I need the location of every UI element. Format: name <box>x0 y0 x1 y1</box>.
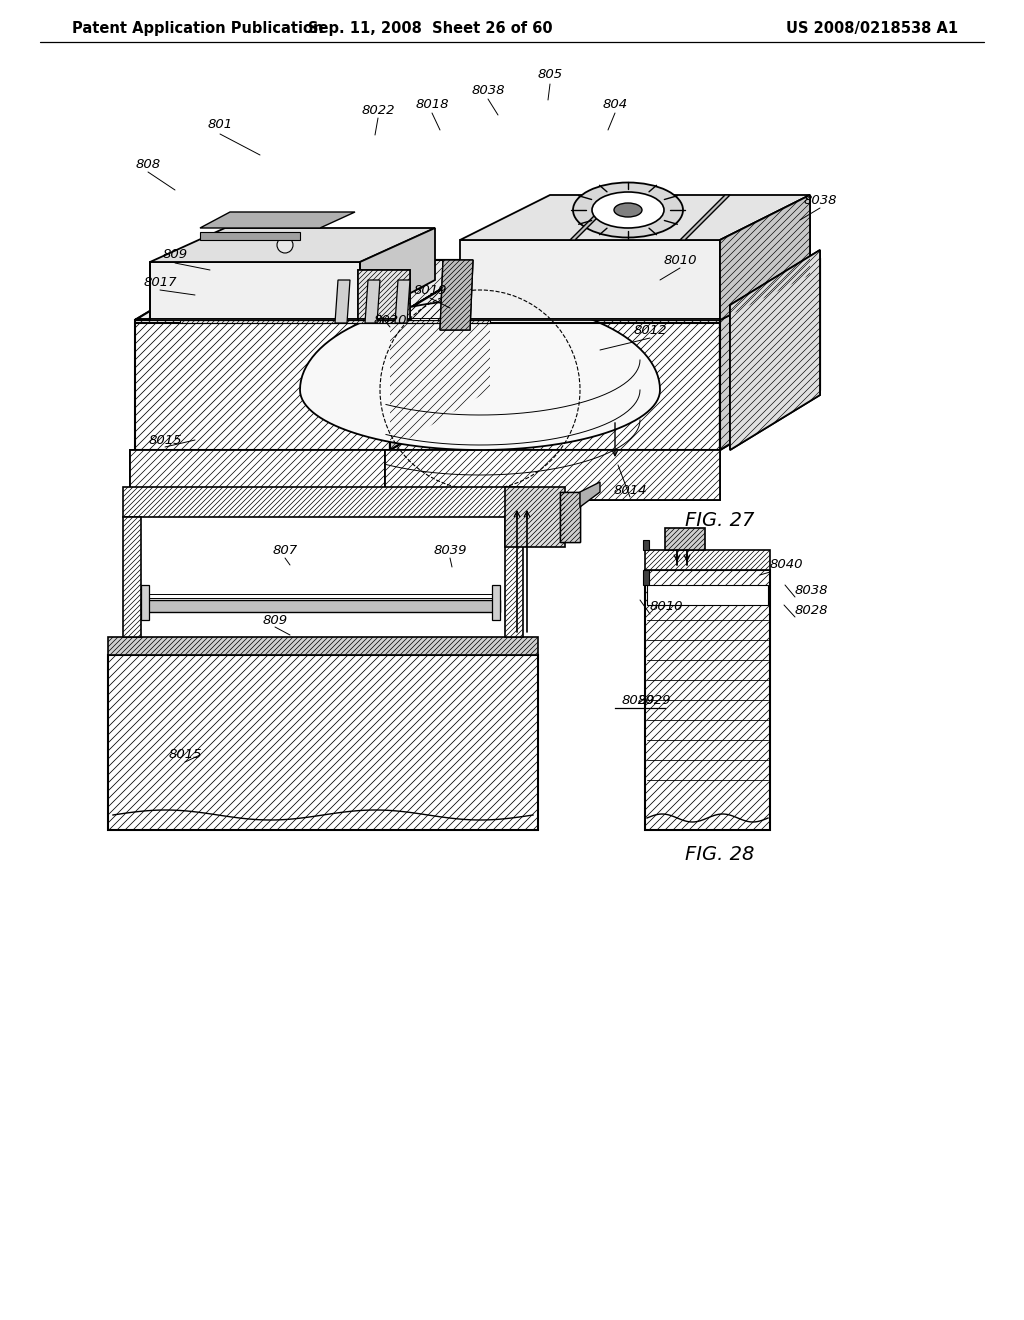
Bar <box>647 585 768 605</box>
Bar <box>643 570 649 585</box>
Text: 8010: 8010 <box>650 601 683 614</box>
PathPatch shape <box>665 528 705 550</box>
PathPatch shape <box>358 271 410 319</box>
Ellipse shape <box>614 203 642 216</box>
Polygon shape <box>335 280 350 323</box>
Polygon shape <box>730 249 820 450</box>
Polygon shape <box>395 280 410 323</box>
Text: Sep. 11, 2008  Sheet 26 of 60: Sep. 11, 2008 Sheet 26 of 60 <box>307 21 552 36</box>
Polygon shape <box>130 450 385 500</box>
Text: 8028: 8028 <box>795 603 828 616</box>
Bar <box>141 585 150 620</box>
Polygon shape <box>358 271 410 319</box>
Text: 8019: 8019 <box>414 284 446 297</box>
Polygon shape <box>460 195 810 240</box>
Text: 804: 804 <box>602 99 628 111</box>
PathPatch shape <box>123 517 141 638</box>
Text: FIG. 28: FIG. 28 <box>685 846 755 865</box>
Polygon shape <box>390 260 820 319</box>
PathPatch shape <box>720 195 810 319</box>
Text: 805: 805 <box>538 69 562 82</box>
Text: 8017: 8017 <box>143 276 177 289</box>
Text: 808: 808 <box>135 158 161 172</box>
Text: 8015: 8015 <box>148 433 181 446</box>
Text: 8029: 8029 <box>622 693 654 706</box>
PathPatch shape <box>123 487 523 517</box>
PathPatch shape <box>180 319 490 323</box>
Text: 8038: 8038 <box>803 194 837 206</box>
Polygon shape <box>390 260 490 450</box>
Bar <box>492 585 500 620</box>
Text: 8022: 8022 <box>361 103 394 116</box>
PathPatch shape <box>645 550 770 570</box>
Text: 801: 801 <box>208 119 232 132</box>
Polygon shape <box>580 482 600 507</box>
Polygon shape <box>360 228 435 319</box>
PathPatch shape <box>385 450 720 500</box>
PathPatch shape <box>645 570 770 830</box>
Text: 8012: 8012 <box>633 323 667 337</box>
PathPatch shape <box>130 450 385 500</box>
Polygon shape <box>560 492 580 543</box>
Polygon shape <box>720 260 820 450</box>
Circle shape <box>278 238 293 253</box>
Polygon shape <box>150 261 360 319</box>
Polygon shape <box>385 450 720 500</box>
PathPatch shape <box>730 249 820 450</box>
Text: 8029: 8029 <box>638 693 672 706</box>
PathPatch shape <box>390 260 490 450</box>
Polygon shape <box>200 213 355 228</box>
Polygon shape <box>570 195 620 240</box>
Polygon shape <box>440 260 473 330</box>
Polygon shape <box>135 260 490 319</box>
Text: 8038: 8038 <box>471 83 505 96</box>
Polygon shape <box>720 195 810 319</box>
Bar <box>643 540 649 550</box>
Ellipse shape <box>592 191 664 228</box>
Text: 8038: 8038 <box>795 583 828 597</box>
PathPatch shape <box>390 319 720 450</box>
Text: 8040: 8040 <box>770 558 804 572</box>
Text: US 2008/0218538 A1: US 2008/0218538 A1 <box>785 21 958 36</box>
Polygon shape <box>460 240 720 319</box>
PathPatch shape <box>135 260 490 319</box>
PathPatch shape <box>720 260 820 450</box>
Polygon shape <box>300 300 660 450</box>
Text: 809: 809 <box>262 614 288 627</box>
PathPatch shape <box>505 517 523 638</box>
Bar <box>141 601 500 612</box>
PathPatch shape <box>390 260 820 319</box>
Text: 8018: 8018 <box>416 99 449 111</box>
Ellipse shape <box>573 182 683 238</box>
Text: FIG. 27: FIG. 27 <box>685 511 755 529</box>
PathPatch shape <box>108 638 538 655</box>
Text: 809: 809 <box>163 248 187 261</box>
Text: 8014: 8014 <box>613 483 647 496</box>
Text: 8039: 8039 <box>433 544 467 557</box>
Text: Patent Application Publication: Patent Application Publication <box>72 21 324 36</box>
Bar <box>200 232 300 240</box>
Polygon shape <box>365 280 380 323</box>
PathPatch shape <box>440 260 473 330</box>
PathPatch shape <box>560 492 580 543</box>
Polygon shape <box>150 228 435 261</box>
Text: 8015: 8015 <box>168 748 202 762</box>
Text: 8020: 8020 <box>374 314 407 326</box>
Text: 8010: 8010 <box>664 253 696 267</box>
PathPatch shape <box>135 319 390 450</box>
PathPatch shape <box>108 655 538 830</box>
Polygon shape <box>680 195 730 240</box>
Text: 807: 807 <box>272 544 298 557</box>
PathPatch shape <box>505 487 565 546</box>
